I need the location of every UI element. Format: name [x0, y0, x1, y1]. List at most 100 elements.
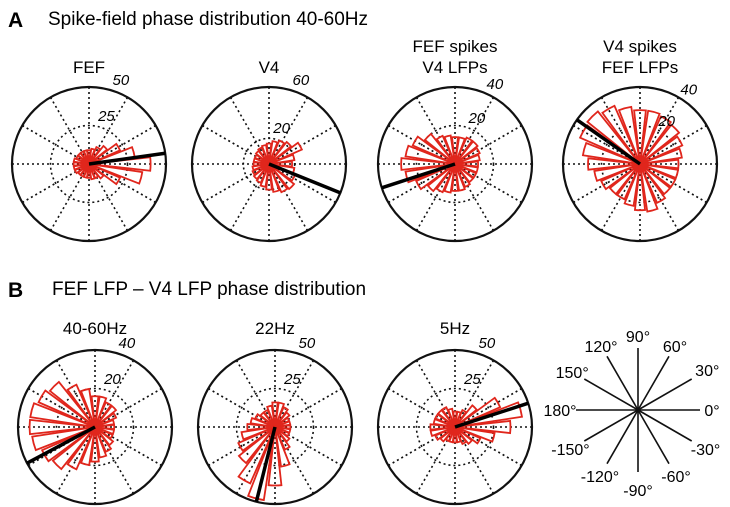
- histogram-bar: [639, 163, 677, 189]
- histogram-bar: [432, 418, 456, 428]
- ring-scale-label: 25: [97, 108, 115, 125]
- angle-key-label: 180°: [543, 403, 576, 420]
- histogram-bar: [94, 426, 115, 447]
- angle-key-spoke: [637, 355, 670, 411]
- ring-scale-label: 40: [487, 76, 504, 93]
- histogram-bar: [423, 132, 456, 165]
- polar-plot-6: 22Hz 25 50: [196, 319, 354, 506]
- histogram-bar: [73, 163, 90, 175]
- histogram-bar: [274, 401, 286, 428]
- histogram-bar: [617, 105, 641, 165]
- histogram-bar: [94, 404, 118, 428]
- ring-scale-label: 20: [657, 113, 675, 130]
- ring-scale-label: 50: [478, 335, 495, 352]
- histogram-bar: [454, 136, 474, 165]
- histogram-bar: [268, 163, 289, 194]
- histogram-bar: [454, 163, 478, 179]
- plot-title: FEF LFPs: [602, 58, 679, 77]
- histogram-bar: [639, 163, 672, 196]
- angle-key-label: -120°: [581, 469, 619, 486]
- histogram-bar: [271, 401, 279, 428]
- histogram-bar: [79, 387, 96, 428]
- histogram-bar: [260, 143, 270, 165]
- histogram-bar: [451, 136, 459, 165]
- histogram-bar: [31, 426, 96, 452]
- ring-scale-label: 50: [112, 72, 129, 89]
- histogram-bar: [454, 140, 479, 165]
- plot-title: 22Hz: [255, 319, 295, 338]
- histogram-bar: [443, 134, 456, 165]
- histogram-bar: [268, 160, 293, 168]
- histogram-bar: [454, 426, 496, 443]
- histogram-bar: [79, 426, 96, 467]
- mean-phase-line: [88, 151, 166, 166]
- histogram-bar: [639, 163, 680, 180]
- histogram-bar: [268, 163, 296, 191]
- histogram-bar: [639, 147, 683, 165]
- angle-key-label: -30°: [691, 442, 721, 459]
- grid-ring: [55, 387, 135, 467]
- grid-spoke: [268, 163, 309, 232]
- angle-key-label: 60°: [663, 339, 687, 356]
- histogram-bar: [429, 426, 456, 438]
- histogram-bar: [454, 163, 466, 192]
- histogram-bar: [268, 140, 279, 165]
- histogram-bar: [581, 141, 641, 165]
- histogram-bar: [608, 163, 641, 196]
- ring-scale-label: 50: [298, 335, 315, 352]
- panel-a-letter: A: [8, 9, 23, 32]
- histogram-bar: [268, 153, 296, 165]
- grid-spoke: [201, 124, 270, 165]
- polar-plot-2: V4 20 60: [190, 58, 348, 243]
- histogram-bar: [88, 145, 102, 165]
- outer-ring: [10, 85, 168, 243]
- histogram-bar: [436, 408, 456, 428]
- histogram-bar: [237, 426, 276, 485]
- plot-title: V4: [259, 58, 280, 77]
- polar-plot-7: 5Hz 25 50: [376, 319, 534, 506]
- histogram-bar: [274, 426, 291, 451]
- histogram-bar: [88, 144, 109, 165]
- histogram-bar: [454, 426, 482, 445]
- histogram-bar: [623, 163, 641, 207]
- histogram-bar: [454, 163, 475, 184]
- histogram-bar: [66, 426, 96, 471]
- histogram-bar: [639, 158, 680, 170]
- histogram-bar: [90, 395, 100, 428]
- histogram-bar: [454, 401, 524, 428]
- histogram-bar: [454, 426, 474, 446]
- grid-ring: [235, 387, 315, 467]
- histogram-bar: [451, 163, 459, 192]
- angle-key-spoke: [637, 409, 693, 442]
- histogram-bar: [400, 157, 456, 171]
- histogram-bar: [639, 163, 659, 213]
- histogram-bar: [443, 163, 456, 194]
- angle-key-spoke: [637, 409, 670, 465]
- histogram-bar: [257, 146, 270, 165]
- angle-key-spoke: [606, 355, 639, 411]
- histogram-bar: [37, 389, 96, 428]
- histogram-bar: [240, 426, 276, 441]
- histogram-bar: [639, 115, 673, 165]
- histogram-bar: [454, 136, 466, 165]
- grid-spoke: [201, 163, 270, 204]
- histogram-bar: [404, 163, 456, 184]
- mean-phase-line: [575, 118, 642, 166]
- mean-phase-line: [454, 401, 529, 429]
- grid-ring: [49, 124, 129, 204]
- histogram-bar: [88, 147, 96, 165]
- histogram-bar: [28, 418, 96, 436]
- histogram-bar: [254, 412, 276, 428]
- histogram-bar: [265, 163, 273, 191]
- histogram-bar: [265, 142, 273, 165]
- panel-a: A Spike-field phase distribution 40-60Hz: [8, 9, 368, 32]
- angle-key-label: -90°: [623, 483, 653, 500]
- histogram-bar: [454, 160, 479, 168]
- ring-scale-label: 25: [463, 371, 481, 388]
- histogram-bar: [639, 123, 681, 165]
- histogram-bar: [586, 110, 641, 165]
- outer-ring: [561, 85, 719, 243]
- histogram-bar: [435, 134, 456, 165]
- outer-ring: [190, 85, 348, 243]
